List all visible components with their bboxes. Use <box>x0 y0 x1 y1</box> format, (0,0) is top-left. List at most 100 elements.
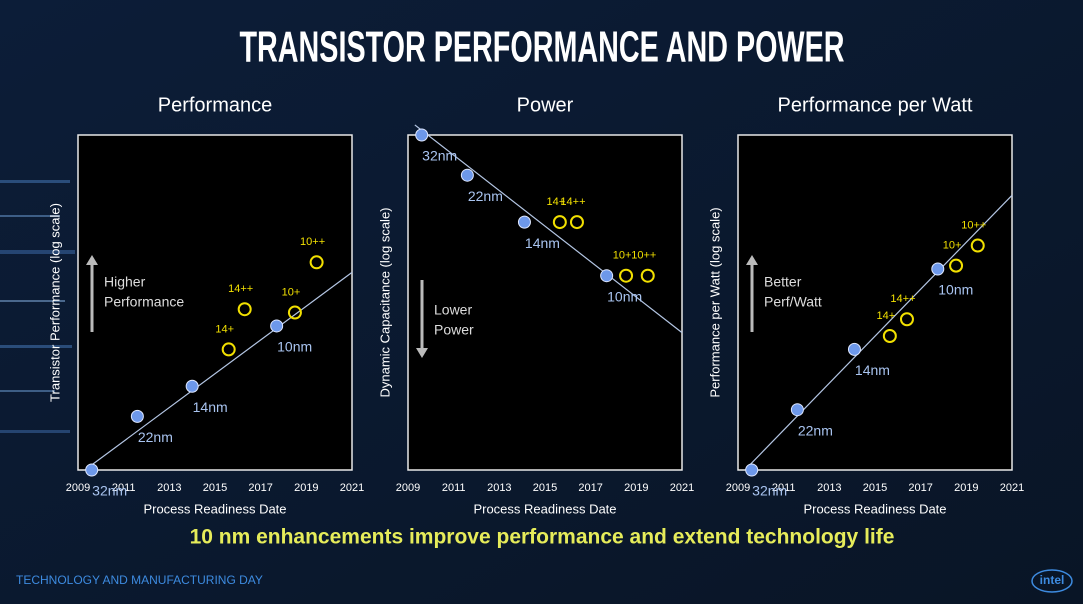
y-axis-label: Transistor Performance (log scale) <box>47 203 62 402</box>
x-tick-label: 2017 <box>248 482 272 494</box>
data-point <box>221 342 236 357</box>
point-label: 14nm <box>855 362 890 378</box>
data-point <box>517 215 531 229</box>
data-point <box>640 268 655 283</box>
point-label: 32nm <box>92 483 127 499</box>
logo-ring <box>1031 569 1073 593</box>
annotation: Higher <box>104 274 146 290</box>
data-point <box>309 255 324 270</box>
x-tick-label: 2021 <box>670 482 694 494</box>
data-point <box>460 168 474 182</box>
x-tick-label: 2015 <box>863 482 887 494</box>
slide-title: TRANSISTOR PERFORMANCE AND POWER <box>240 23 845 72</box>
data-point <box>899 312 914 327</box>
x-tick-label: 2013 <box>487 482 511 494</box>
point-label: 32nm <box>752 483 787 499</box>
data-point <box>790 403 804 417</box>
plot-area <box>407 134 683 471</box>
footer: TECHNOLOGY AND MANUFACTURING DAY <box>16 573 263 587</box>
point-label: 10++ <box>300 236 325 248</box>
point-label: 22nm <box>468 188 503 204</box>
x-tick-label: 2009 <box>66 482 90 494</box>
x-tick-label: 2011 <box>112 482 136 494</box>
y-axis-label: Performance per Watt (log scale) <box>707 207 722 397</box>
point-label: 10+ <box>282 286 301 298</box>
x-axis-label: Process Readiness Date <box>143 501 286 516</box>
x-tick-label: 2011 <box>442 482 466 494</box>
x-tick-label: 2011 <box>772 482 796 494</box>
data-point <box>552 215 567 230</box>
x-tick-label: 2015 <box>203 482 227 494</box>
data-point <box>415 128 429 142</box>
data-point <box>847 342 861 356</box>
chart-title: Performance per Watt <box>778 94 973 116</box>
x-tick-label: 2017 <box>908 482 932 494</box>
x-tick-label: 2019 <box>624 482 648 494</box>
data-point <box>569 215 584 230</box>
decor-streaks <box>0 180 75 433</box>
x-tick-label: 2021 <box>340 482 364 494</box>
x-tick-label: 2019 <box>294 482 318 494</box>
data-point <box>130 409 144 423</box>
data-point <box>600 269 614 283</box>
annotation: Lower <box>434 302 472 318</box>
data-point <box>970 238 985 253</box>
plot-area <box>737 134 1013 471</box>
data-point <box>745 463 759 477</box>
x-tick-label: 2009 <box>726 482 750 494</box>
point-label: 10nm <box>607 288 642 304</box>
point-label: 14++ <box>890 293 915 305</box>
point-label: 10+ <box>943 240 962 252</box>
point-label: 14++ <box>560 196 585 208</box>
chart-title: Power <box>517 94 574 116</box>
x-tick-label: 2017 <box>578 482 602 494</box>
x-axis-label: Process Readiness Date <box>473 501 616 516</box>
trend-line <box>84 271 353 471</box>
annotation: Performance <box>104 294 184 310</box>
point-label: 10+ <box>613 250 632 262</box>
point-label: 32nm <box>422 148 457 164</box>
x-tick-label: 2015 <box>533 482 557 494</box>
x-tick-label: 2019 <box>954 482 978 494</box>
x-tick-label: 2013 <box>157 482 181 494</box>
logo: intel <box>1040 573 1065 587</box>
x-tick-label: 2013 <box>817 482 841 494</box>
point-label: 22nm <box>798 422 833 438</box>
point-label: 22nm <box>138 429 173 445</box>
point-label: 14+ <box>877 310 896 322</box>
trend-line <box>414 124 683 334</box>
data-point <box>931 262 945 276</box>
point-label: 14nm <box>525 235 560 251</box>
data-point <box>287 305 302 320</box>
point-label: 10nm <box>277 339 312 355</box>
annotation: Power <box>434 322 474 338</box>
point-label: 14+ <box>547 196 566 208</box>
data-point <box>882 329 897 343</box>
point-label: 14+ <box>215 323 234 335</box>
x-tick-label: 2021 <box>1000 482 1024 494</box>
trend-line <box>744 194 1013 471</box>
headline: 10 nm enhancements improve performance a… <box>190 526 895 549</box>
annotation-arrowhead <box>746 255 758 265</box>
point-label: 10++ <box>631 250 656 262</box>
data-point <box>85 463 99 477</box>
point-label: 14nm <box>193 399 228 415</box>
annotation: Better <box>764 274 802 290</box>
data-point <box>619 268 634 283</box>
point-label: 14++ <box>228 283 253 295</box>
data-point <box>270 319 284 333</box>
data-point <box>185 379 199 393</box>
data-point <box>237 302 252 317</box>
annotation: Perf/Watt <box>764 294 822 310</box>
plot-area <box>77 134 353 471</box>
x-tick-label: 2009 <box>396 482 420 494</box>
data-point <box>949 258 964 273</box>
annotation-arrowhead <box>416 348 428 358</box>
x-axis-label: Process Readiness Date <box>803 501 946 516</box>
annotation-arrowhead <box>86 255 98 265</box>
point-label: 10++ <box>961 219 986 231</box>
y-axis-label: Dynamic Capacitance (log scale) <box>377 207 392 397</box>
point-label: 10nm <box>938 282 973 298</box>
chart-title: Performance <box>158 94 273 116</box>
